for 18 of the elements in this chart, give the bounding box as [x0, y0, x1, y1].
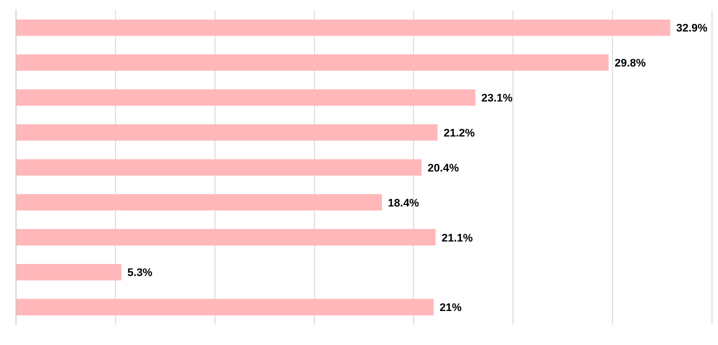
data-label: 21%	[440, 302, 462, 314]
data-label: 20.4%	[428, 162, 460, 174]
bar	[16, 264, 122, 280]
bar	[16, 124, 438, 141]
bar	[16, 194, 382, 211]
data-label: 21.2%	[444, 128, 475, 140]
data-label: 5.3%	[127, 267, 153, 280]
data-label: 18.4%	[388, 197, 420, 210]
bar	[16, 298, 434, 316]
data-label: 32.9%	[676, 22, 708, 35]
bar	[16, 159, 422, 176]
bar	[16, 229, 436, 246]
data-label: 29.8%	[614, 58, 646, 70]
data-label: 23.1%	[481, 92, 513, 105]
bar	[16, 89, 476, 106]
data-label: 21.1%	[442, 232, 473, 244]
bar	[16, 54, 609, 71]
bar	[16, 19, 670, 36]
